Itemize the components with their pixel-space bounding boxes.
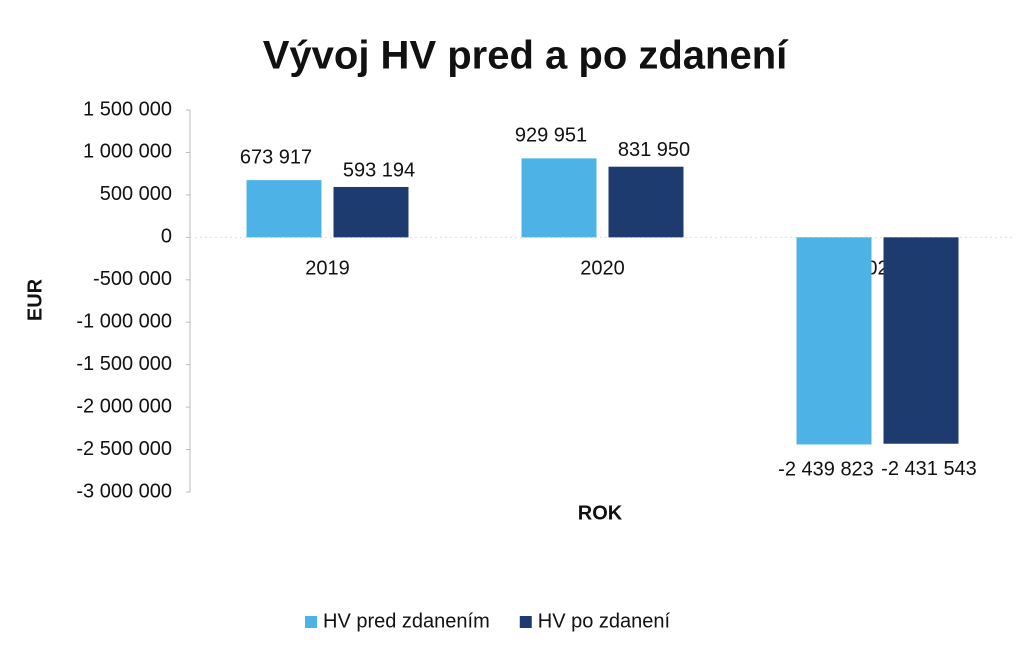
y-tick-label: 1 500 000 [83, 98, 172, 120]
y-tick-label: 500 000 [100, 183, 172, 205]
y-tick-label: 1 000 000 [83, 141, 172, 163]
x-axis-label: ROK [578, 502, 623, 524]
legend-label: HV po zdanení [538, 610, 671, 632]
bar [796, 237, 872, 445]
legend-swatch [519, 616, 532, 628]
y-tick-label: -1 000 000 [76, 311, 172, 333]
bar [333, 186, 409, 238]
y-tick-label: -2 500 000 [76, 438, 172, 460]
x-tick-label: 2020 [580, 258, 625, 280]
x-tick-label: 2019 [305, 258, 350, 280]
data-label: 673 917 [240, 146, 312, 168]
data-label: -2 439 823 [778, 459, 874, 481]
data-label: 831 950 [618, 139, 690, 161]
data-label: 593 194 [343, 159, 415, 181]
y-tick-label: -2 000 000 [76, 395, 172, 417]
y-tick-label: -1 500 000 [76, 353, 172, 375]
data-label: -2 431 543 [881, 458, 977, 480]
legend-swatch [305, 616, 317, 628]
legend-label: HV pred zdanením [323, 610, 490, 632]
data-label: 929 951 [515, 125, 587, 147]
bar [521, 158, 597, 238]
chart-title: Vývoj HV pred a po zdanení [263, 34, 789, 78]
y-axis-label: EUR [24, 278, 46, 321]
bar [883, 237, 959, 444]
bar [608, 166, 684, 238]
y-tick-label: 0 [161, 226, 172, 248]
bar [246, 180, 322, 238]
y-tick-label: -500 000 [93, 268, 172, 290]
y-tick-label: -3 000 000 [76, 480, 172, 502]
